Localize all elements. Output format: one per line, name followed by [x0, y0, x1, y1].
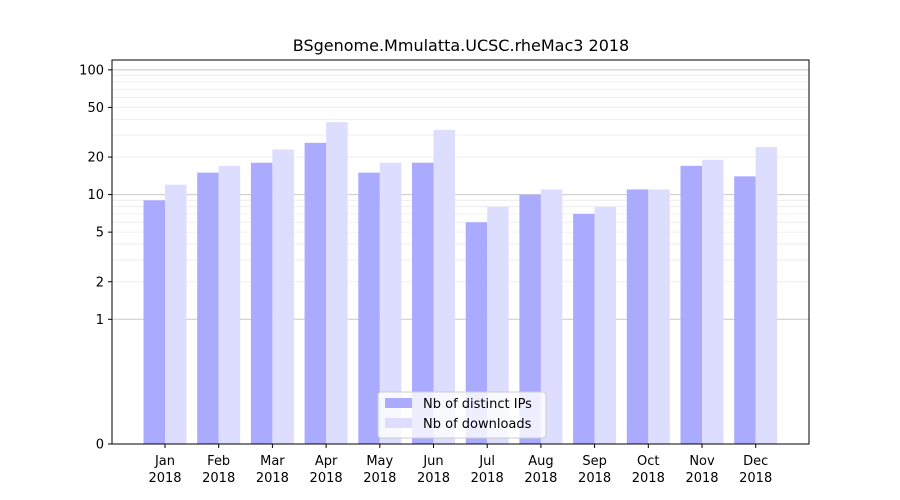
x-tick-month: Aug	[528, 454, 553, 469]
x-tick-month: Apr	[315, 454, 338, 469]
legend-swatch-distinct-ips	[385, 398, 412, 408]
x-tick-year: 2018	[524, 471, 557, 486]
y-axis: 0 1 2 5 10 20 50 100	[79, 63, 112, 453]
y-tick-label: 2	[96, 275, 104, 290]
x-tick-month: Nov	[689, 454, 715, 469]
bar-distinct-ips-apr	[304, 142, 327, 445]
x-tick-year: 2018	[417, 471, 450, 486]
bar-distinct-ips-sep	[573, 213, 595, 444]
bar-downloads-feb	[218, 165, 241, 444]
x-axis: Jan 2018 Feb 2018 Mar 2018 Apr 2018 May 2018 Jun 20…	[148, 444, 772, 486]
x-tick-month: Feb	[207, 454, 230, 469]
y-tick-label: 10	[87, 188, 104, 203]
legend: Nb of distinct IPs Nb of downloads	[377, 391, 547, 439]
x-tick-month: Mar	[260, 454, 285, 469]
y-tick-label: 50	[87, 101, 104, 116]
bar-distinct-ips-jul	[465, 222, 488, 444]
bar-downloads-mar	[272, 149, 294, 444]
y-tick-label: 1	[96, 313, 104, 328]
legend-label-downloads: Nb of downloads	[423, 417, 532, 432]
x-tick-month: Jun	[422, 454, 443, 469]
y-tick-label: 5	[96, 226, 104, 241]
x-tick-year: 2018	[202, 471, 235, 486]
x-tick-year: 2018	[256, 471, 289, 486]
x-tick-year: 2018	[310, 471, 343, 486]
legend-label-distinct-ips: Nb of distinct IPs	[423, 397, 532, 412]
legend-swatch-downloads	[385, 418, 412, 428]
bars	[143, 122, 778, 445]
bar-downloads-dec	[755, 147, 778, 444]
bar-downloads-oct	[648, 189, 670, 444]
x-tick-label: Jan 2018	[148, 454, 181, 486]
x-tick-label: Oct 2018	[632, 454, 665, 486]
x-tick-month: Dec	[743, 454, 768, 469]
x-tick-label: Dec 2018	[739, 454, 772, 486]
bar-distinct-ips-jan	[143, 200, 165, 444]
bar-distinct-ips-mar	[250, 162, 273, 444]
x-tick-month: May	[366, 454, 393, 469]
x-tick-label: Jun 2018	[417, 454, 450, 486]
x-tick-label: Mar 2018	[256, 454, 289, 486]
x-tick-label: Jul 2018	[471, 454, 504, 486]
x-tick-label: Feb 2018	[202, 454, 235, 486]
bar-downloads-may	[379, 162, 402, 444]
x-tick-label: Sep 2018	[578, 454, 611, 486]
bar-downloads-jun	[433, 129, 455, 444]
x-tick-year: 2018	[739, 471, 772, 486]
bar-distinct-ips-aug	[519, 194, 541, 444]
x-tick-year: 2018	[148, 471, 181, 486]
x-tick-label: Aug 2018	[524, 454, 557, 486]
x-tick-year: 2018	[685, 471, 718, 486]
x-tick-label: Nov 2018	[685, 454, 718, 486]
bar-distinct-ips-dec	[734, 176, 756, 444]
bar-downloads-jul	[487, 206, 509, 444]
x-tick-label: Apr 2018	[310, 454, 343, 486]
x-tick-year: 2018	[578, 471, 611, 486]
y-tick-label: 20	[87, 151, 104, 166]
x-tick-year: 2018	[471, 471, 504, 486]
x-tick-year: 2018	[632, 471, 665, 486]
y-tick-label: 100	[79, 63, 104, 78]
y-tick-label: 0	[96, 438, 104, 453]
x-tick-month: Jan	[154, 454, 175, 469]
plot-frame	[111, 59, 810, 445]
bar-downloads-nov	[702, 159, 724, 444]
bar-distinct-ips-jun	[412, 162, 434, 444]
x-tick-month: Jul	[478, 454, 495, 469]
x-tick-label: May 2018	[363, 454, 396, 486]
bar-distinct-ips-nov	[680, 165, 702, 444]
x-tick-year: 2018	[363, 471, 396, 486]
legend-box	[377, 391, 547, 439]
bar-downloads-aug	[540, 189, 563, 444]
chart-title: BSgenome.Mmulatta.UCSC.rheMac3 2018	[293, 36, 629, 55]
bar-distinct-ips-oct	[626, 189, 649, 444]
bar-downloads-apr	[326, 122, 348, 445]
x-tick-month: Oct	[637, 454, 659, 469]
x-tick-month: Sep	[582, 454, 607, 469]
bar-downloads-sep	[594, 206, 617, 444]
bar-distinct-ips-feb	[197, 172, 219, 444]
bar-downloads-jan	[165, 184, 187, 444]
bar-distinct-ips-may	[358, 172, 380, 444]
